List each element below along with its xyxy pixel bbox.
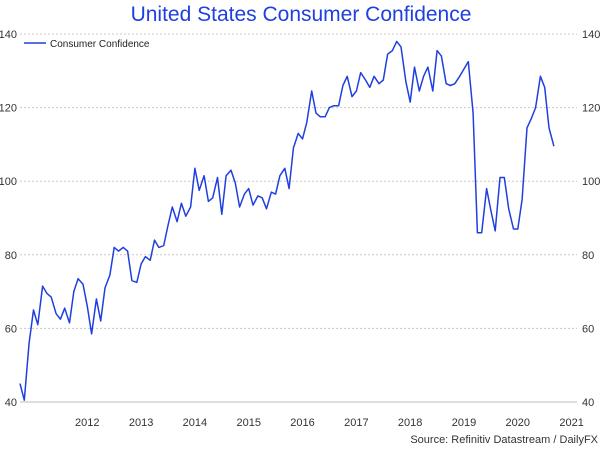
x-tick-label: 2019 [452, 417, 476, 429]
legend-label: Consumer Confidence [50, 39, 150, 50]
y-tick-label-left: 100 [0, 176, 17, 188]
x-tick-label: 2013 [129, 417, 153, 429]
x-tick-label: 2021 [559, 417, 583, 429]
x-tick-label: 2018 [398, 417, 422, 429]
y-tick-label-left: 80 [5, 250, 17, 262]
x-tick-label: 2020 [506, 417, 530, 429]
grid-layer [20, 33, 577, 403]
axis-layer: 40 40 60 60 80 80 100 100 120 120 140 140 2012 2013 20… [0, 29, 600, 429]
x-tick-label: 2016 [290, 417, 314, 429]
y-tick-label-left: 140 [0, 29, 17, 41]
y-tick-label-right: 80 [582, 250, 594, 262]
y-tick-label-right: 100 [582, 176, 600, 188]
x-tick-label: 2014 [183, 417, 207, 429]
y-tick-label-left: 60 [5, 323, 17, 335]
legend: Consumer Confidence [24, 39, 150, 50]
y-tick-label-left: 40 [5, 397, 17, 409]
y-tick-label-right: 120 [582, 103, 600, 115]
y-tick-label-right: 40 [582, 397, 594, 409]
y-tick-label-right: 60 [582, 323, 594, 335]
chart-title: United States Consumer Confidence [130, 3, 472, 26]
y-tick-label-left: 120 [0, 103, 17, 115]
y-tick-label-right: 140 [582, 29, 600, 41]
x-tick-label: 2017 [344, 417, 368, 429]
x-tick-label: 2012 [75, 417, 99, 429]
source-note: Source: Refinitiv Datastream / DailyFX [410, 434, 598, 446]
series-line-consumer-confidence [19, 40, 555, 401]
x-tick-label: 2015 [236, 417, 260, 429]
series-layer [19, 40, 555, 401]
